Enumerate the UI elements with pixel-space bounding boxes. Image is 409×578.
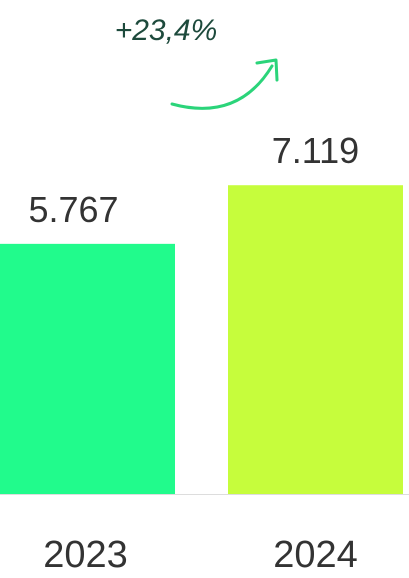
growth-arrow [170,64,274,110]
value-label: 7.119 [272,130,359,171]
growth-annotation: +23,4% [115,14,218,47]
growth-arrow-head [255,58,279,82]
bar [228,185,403,494]
bar [0,243,175,494]
x-tick-label: 2024 [273,534,358,576]
value-label: 5.767 [28,189,118,230]
x-tick-label: 2023 [43,534,128,576]
